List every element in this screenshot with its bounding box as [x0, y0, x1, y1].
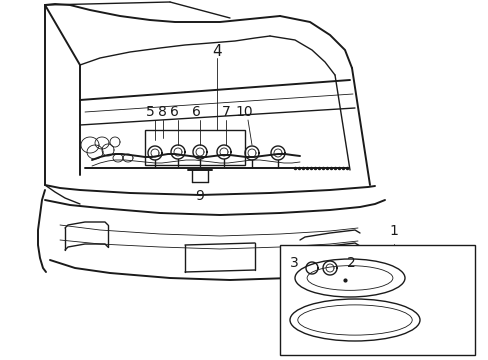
Ellipse shape — [289, 299, 419, 341]
Text: 5: 5 — [145, 105, 154, 119]
Ellipse shape — [294, 259, 404, 297]
Text: 6: 6 — [169, 105, 178, 119]
Ellipse shape — [297, 305, 411, 335]
Ellipse shape — [306, 266, 392, 291]
Text: 3: 3 — [290, 256, 298, 270]
Text: 7: 7 — [221, 105, 230, 119]
Text: 6: 6 — [191, 105, 200, 119]
Text: 9: 9 — [195, 189, 204, 203]
Text: 10: 10 — [235, 105, 252, 119]
Text: 8: 8 — [157, 105, 166, 119]
Text: 1: 1 — [389, 224, 398, 238]
Text: 2: 2 — [346, 256, 355, 270]
Text: 4: 4 — [212, 45, 222, 59]
Bar — [280, 245, 474, 355]
Bar — [145, 130, 244, 165]
